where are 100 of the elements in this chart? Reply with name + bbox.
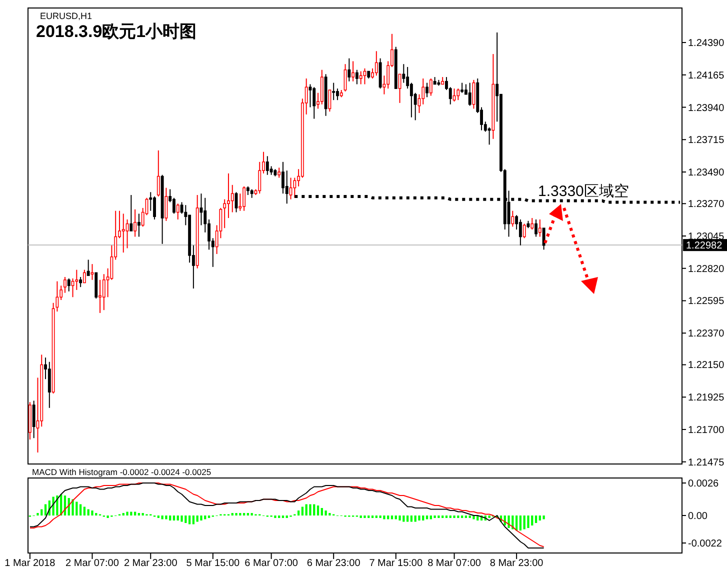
y-tick-label: 1.24390 [688, 38, 725, 50]
bar [56, 496, 58, 516]
candlestick [153, 196, 156, 220]
chart-title: MACD With Histogram -0.0002 -0.0024 -0.0025 [32, 467, 212, 477]
candlestick [374, 50, 378, 76]
candlestick [266, 156, 269, 176]
candlestick [278, 167, 281, 178]
bar [305, 504, 308, 516]
candlestick [32, 400, 36, 439]
y-tick-label: 1.22595 [688, 296, 725, 308]
bar [72, 499, 74, 516]
y-tick-label: 1.21700 [688, 424, 725, 436]
y-tick-label: 0.00 [688, 511, 708, 522]
candlestick [332, 82, 336, 101]
candlestick [98, 279, 102, 314]
y-tick-label: -0.0022 [688, 538, 722, 550]
bar [313, 504, 316, 516]
bar [316, 506, 320, 516]
bar [297, 510, 300, 516]
candlestick [82, 269, 86, 284]
bar [538, 516, 541, 520]
bar [79, 504, 82, 516]
candlestick [518, 218, 522, 246]
candlestick [258, 161, 262, 194]
y-tick-label: 1.22150 [688, 360, 725, 372]
bar [394, 516, 397, 520]
candlestick [308, 84, 312, 108]
bar [519, 516, 522, 530]
bar [161, 516, 164, 520]
bar [184, 516, 187, 523]
bar [390, 516, 394, 520]
candlestick [230, 184, 234, 213]
candlestick [102, 274, 106, 311]
x-tick-label: 8 Mar 07:00 [428, 558, 482, 569]
x-tick-label: 7 Mar 15:00 [369, 558, 423, 569]
bar [176, 516, 179, 520]
bar [192, 516, 195, 524]
candlestick [359, 70, 362, 85]
candlestick [285, 170, 288, 204]
candlestick [488, 126, 491, 146]
candlestick [312, 86, 316, 120]
x-tick-label: 6 Mar 23:00 [306, 558, 361, 569]
candlestick [522, 223, 526, 239]
y-tick-label: 1.23940 [688, 102, 725, 114]
candlestick [511, 210, 514, 228]
bar [172, 516, 176, 520]
bar [200, 516, 202, 520]
annotation: EURUSD,H1 [40, 11, 92, 21]
candlestick [156, 150, 160, 197]
bar [426, 516, 428, 520]
candlestick [468, 82, 472, 106]
bar [430, 516, 432, 520]
candlestick [223, 198, 226, 229]
candlestick [538, 218, 542, 238]
candlestick [456, 88, 460, 101]
bar [324, 510, 327, 516]
bar [422, 516, 424, 520]
candlestick [164, 187, 168, 222]
bar [418, 516, 420, 520]
bar [406, 516, 409, 522]
candlestick [348, 58, 351, 82]
bar [472, 516, 475, 520]
bar [309, 504, 312, 516]
bar [527, 516, 530, 528]
text: 2018.3.9欧元1小时图 [36, 22, 197, 41]
x-tick-label: 6 Mar 07:00 [244, 558, 298, 569]
candlestick [67, 278, 70, 292]
candlestick [172, 197, 176, 214]
candlestick [134, 208, 137, 238]
candlestick [336, 88, 339, 101]
y-tick-label: 1.22820 [688, 264, 725, 275]
candlestick [534, 218, 538, 238]
bar [387, 516, 390, 520]
candlestick [86, 259, 90, 276]
bar [52, 496, 54, 516]
candlestick [48, 361, 51, 408]
y-tick-label: 1.22370 [688, 328, 725, 340]
x-tick-label: 8 Mar 23:00 [490, 558, 544, 569]
y-tick-label: 1.23270 [688, 199, 725, 210]
y-tick-label: 1.23490 [688, 167, 725, 178]
bar [414, 516, 416, 522]
ref-line-label: 1.22982 [686, 240, 723, 252]
candlestick [429, 78, 432, 96]
bar [169, 516, 172, 520]
bar [126, 512, 128, 516]
candlestick [282, 161, 284, 194]
bar [91, 510, 94, 516]
x-tick-label: 5 Mar 15:00 [186, 558, 240, 569]
candlestick [352, 60, 355, 82]
bar [542, 516, 545, 520]
candlestick [460, 82, 464, 94]
candlestick [328, 89, 332, 112]
bar [383, 516, 386, 520]
bar [531, 516, 534, 526]
bar [83, 506, 86, 516]
candlestick [426, 82, 428, 98]
bar [180, 516, 183, 522]
bar [320, 508, 323, 516]
bar [410, 516, 413, 522]
candlestick [242, 186, 246, 212]
